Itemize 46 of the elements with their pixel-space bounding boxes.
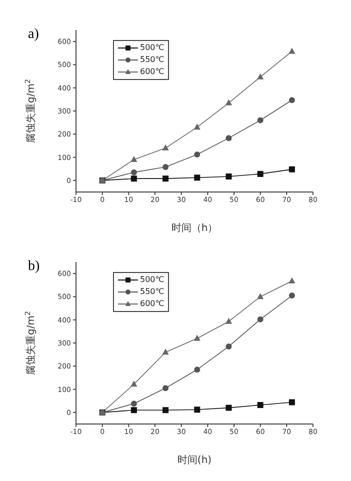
point — [162, 348, 169, 355]
chart-title: a) — [28, 27, 40, 42]
x-axis-title: 时间(h) — [177, 454, 212, 466]
point — [162, 176, 169, 182]
point — [162, 164, 169, 170]
point — [226, 173, 232, 180]
point — [225, 318, 232, 324]
legend-label: 550℃ — [140, 286, 164, 298]
point — [226, 404, 232, 411]
point — [288, 48, 296, 54]
point — [288, 97, 295, 104]
point — [130, 400, 137, 407]
legend-label: 600℃ — [140, 298, 164, 310]
point — [162, 407, 169, 414]
point — [194, 174, 200, 181]
chart-title: b) — [28, 259, 40, 274]
point — [130, 176, 137, 182]
point — [130, 169, 137, 176]
point — [225, 99, 232, 106]
point — [288, 399, 295, 406]
legend-label: 550℃ — [140, 54, 164, 66]
point — [257, 73, 264, 80]
point — [257, 117, 264, 124]
point — [194, 366, 200, 373]
point — [226, 135, 232, 142]
point — [162, 144, 169, 150]
point — [288, 166, 295, 172]
point — [194, 334, 200, 341]
point — [130, 156, 138, 162]
point — [288, 277, 296, 284]
point — [194, 124, 200, 130]
point — [257, 316, 264, 322]
point — [257, 170, 264, 177]
x-axis-title: 时间（h） — [171, 222, 218, 234]
point — [130, 407, 137, 414]
point — [288, 292, 295, 299]
point — [194, 152, 200, 158]
legend-label: 500℃ — [140, 42, 164, 54]
point — [226, 343, 232, 350]
point — [130, 380, 138, 387]
point — [194, 406, 200, 413]
point — [162, 385, 169, 392]
point — [257, 293, 264, 300]
point — [257, 402, 264, 408]
legend-label: 600℃ — [140, 66, 164, 78]
legend-label: 500℃ — [140, 274, 164, 286]
